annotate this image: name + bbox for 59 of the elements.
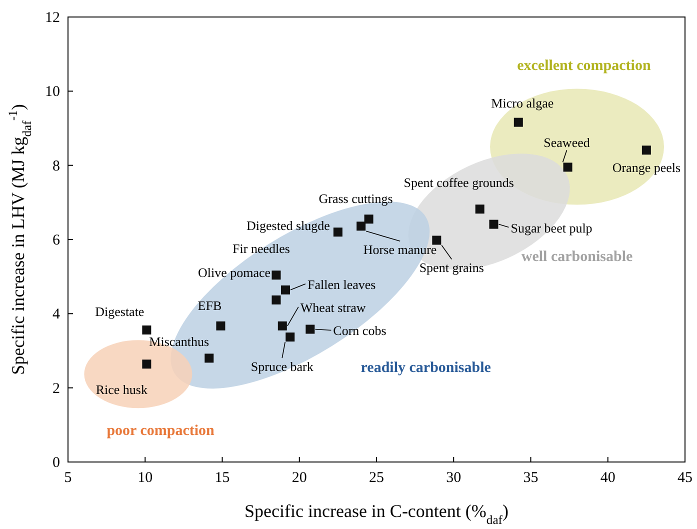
- annotation: Miscanthus: [149, 334, 210, 350]
- y-tick-label: 6: [52, 232, 60, 248]
- annotation: Seaweed: [544, 135, 590, 150]
- point: [514, 118, 523, 127]
- annotation: Spruce bark: [250, 359, 314, 374]
- annotation: Spent grains: [419, 260, 484, 276]
- point: [272, 295, 281, 304]
- annotation: EFB: [198, 298, 222, 313]
- point: [333, 228, 342, 237]
- annotation: Orange peels: [612, 160, 681, 176]
- point: [642, 146, 651, 155]
- annotation: Olive pomace: [198, 264, 271, 280]
- point: [489, 220, 498, 229]
- point: [142, 360, 152, 369]
- annotation: well carbonisable: [521, 249, 633, 266]
- annotation: Fallen leaves: [307, 276, 376, 292]
- annotation: readily carbonisable: [360, 360, 492, 376]
- point: [306, 324, 315, 334]
- annotation: Rice husk: [96, 382, 148, 398]
- y-tick-label: 0: [52, 455, 60, 471]
- x-tick-label: 40: [600, 470, 616, 486]
- point: [286, 332, 295, 342]
- y-tick-label: 8: [52, 158, 60, 174]
- annotation: excellent compaction: [517, 58, 652, 74]
- y-tick-label: 2: [52, 380, 60, 397]
- annotation: Spent coffee grounds: [404, 175, 514, 190]
- y-tick-label: 12: [45, 10, 60, 26]
- point: [475, 204, 484, 214]
- point: [278, 321, 287, 330]
- y-tick-label: 4: [52, 306, 60, 323]
- annotation: poor compaction: [106, 423, 216, 440]
- y-tick-label: 10: [45, 84, 60, 100]
- annotation: Digested slugde: [246, 218, 330, 234]
- point: [204, 354, 214, 363]
- annotation: Fir needles: [232, 241, 290, 256]
- point: [356, 222, 366, 231]
- point: [280, 285, 290, 294]
- point: [563, 162, 572, 172]
- annotation: Grass cuttings: [318, 191, 393, 206]
- point: [216, 321, 226, 330]
- x-tick-label: 15: [214, 470, 230, 486]
- point: [272, 270, 281, 280]
- x-tick-label: 5: [64, 470, 72, 486]
- point: [142, 325, 152, 334]
- x-tick-label: 45: [678, 470, 692, 486]
- x-tick-label: 10: [138, 470, 153, 486]
- point: [432, 236, 442, 245]
- annotation: Micro algae: [491, 95, 554, 110]
- x-tick-label: 30: [446, 470, 462, 486]
- annotation: Horse manure: [363, 242, 437, 258]
- x-tick-label: 20: [292, 470, 307, 486]
- annotation: Sugar beet pulp: [510, 220, 592, 236]
- x-axis-title: Specific increase in C-content (%$_{daf}$): [244, 501, 508, 527]
- annotation: Digestate: [95, 304, 144, 319]
- x-tick-label: 25: [369, 470, 384, 486]
- x-tick-label: 35: [523, 470, 538, 486]
- point: [364, 214, 374, 224]
- annotation: Corn cobs: [333, 323, 386, 338]
- annotation: Wheat straw: [300, 300, 366, 315]
